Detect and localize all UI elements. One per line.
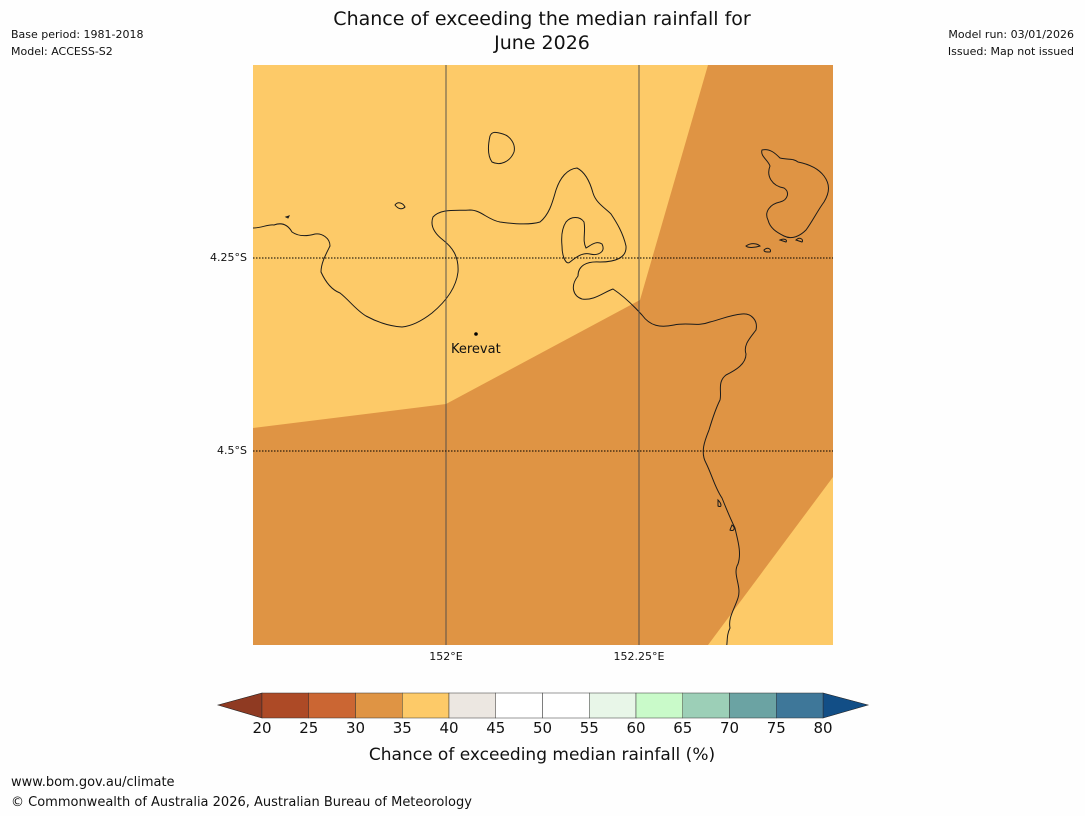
lon-label-152-25: 152.25°E (613, 650, 665, 663)
colorbar-tick-label: 25 (299, 719, 319, 737)
region-north-west (253, 65, 708, 428)
lat-label-4-25: 4.25°S (210, 251, 247, 264)
colorbar-segment (355, 692, 403, 719)
colorbar-title: Chance of exceeding median rainfall (%) (368, 745, 716, 765)
colorbar-above-arrow (822, 692, 870, 719)
colorbar-tick-label: 45 (486, 719, 506, 737)
colorbar-tick-label: 30 (345, 719, 366, 737)
colorbar-tick-label: 40 (439, 719, 459, 737)
colorbar-segment (261, 692, 309, 719)
region-far-south-east (708, 477, 833, 645)
lon-label-152: 152°E (429, 650, 463, 663)
colorbar-tick-label: 35 (392, 719, 412, 737)
issued-status: Issued: Map not issued (947, 45, 1074, 58)
run-info: Model run: 03/01/2026 Issued: Map not is… (948, 26, 1074, 60)
colorbar-tick-label: 20 (252, 719, 272, 737)
meridians (445, 65, 640, 645)
colorbar-below-arrow (216, 692, 263, 719)
colorbar-segment (495, 692, 543, 719)
kerevat-marker (474, 332, 478, 336)
title-line-2: June 2026 (494, 32, 590, 54)
colorbar-segment (402, 692, 450, 719)
map-frame (253, 65, 833, 645)
colorbar-tick-label: 75 (766, 719, 786, 737)
map-title: Chance of exceeding the median rainfall … (242, 7, 842, 55)
colorbar-tick-label: 55 (579, 719, 599, 737)
colorbar-segment (729, 692, 777, 719)
model-run: Model run: 03/01/2026 (948, 28, 1074, 41)
colorbar-segment (308, 692, 356, 719)
colorbar-ticks: 20 25 30 35 40 45 50 55 60 65 70 75 80 (0, 719, 1085, 739)
title-line-1: Chance of exceeding the median rainfall … (333, 8, 751, 30)
model-info: Base period: 1981-2018 Model: ACCESS-S2 (11, 26, 143, 60)
colorbar-segment (776, 692, 824, 719)
colorbar-segment (635, 692, 683, 719)
base-period: Base period: 1981-2018 (11, 28, 144, 41)
place-label-kerevat: Kerevat (451, 342, 501, 357)
colorbar-tick-label: 70 (719, 719, 740, 737)
colorbar (216, 692, 870, 719)
footer-url[interactable]: www.bom.gov.au/climate (11, 775, 175, 790)
coastline (253, 131, 829, 645)
parallels (253, 257, 833, 452)
colorbar-segment (589, 692, 637, 719)
colorbar-tick-label: 80 (813, 719, 833, 737)
colorbar-segments (261, 692, 824, 719)
colorbar-tick-label: 50 (532, 719, 553, 737)
colorbar-segment (542, 692, 590, 719)
lat-label-4-5: 4.5°S (217, 444, 247, 457)
colorbar-segment (682, 692, 730, 719)
colorbar-tick-label: 60 (626, 719, 646, 737)
model-name: Model: ACCESS-S2 (11, 45, 113, 58)
colorbar-tick-label: 65 (673, 719, 693, 737)
colorbar-segment (448, 692, 496, 719)
footer-copyright: © Commonwealth of Australia 2026, Austra… (11, 795, 472, 810)
